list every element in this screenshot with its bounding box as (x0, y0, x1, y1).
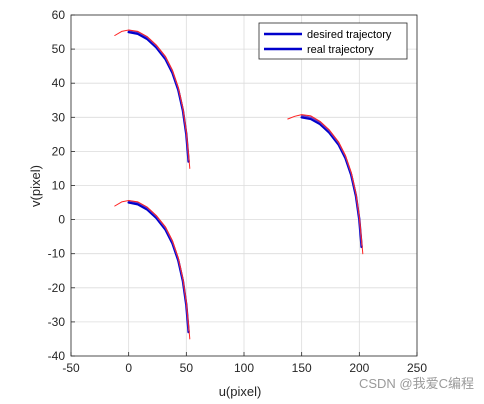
y-tick-label: 20 (52, 144, 66, 158)
y-ticks: -40 -30 -20 -10 0 10 20 30 40 50 60 (48, 8, 75, 363)
x-tick-label: 0 (125, 361, 132, 375)
watermark: CSDN @我爱C编程 (359, 376, 474, 391)
legend-label-real: real trajectory (307, 44, 374, 56)
y-tick-label: -30 (48, 315, 66, 329)
x-axis-label: u(pixel) (219, 384, 262, 399)
x-tick-label: 100 (234, 361, 254, 375)
y-tick-label: 50 (52, 42, 66, 56)
y-tick-label: 10 (52, 179, 66, 193)
y-tick-label: 0 (58, 213, 65, 227)
x-ticks: -50 0 50 100 150 200 250 (62, 352, 427, 375)
x-tick-label: 150 (292, 361, 312, 375)
x-tick-label: 200 (349, 361, 369, 375)
y-tick-label: 60 (52, 8, 66, 22)
y-axis-label: v(pixel) (28, 165, 43, 207)
legend-label-desired: desired trajectory (307, 29, 392, 41)
series-group (114, 29, 364, 340)
series-line-reference-3 (287, 114, 364, 255)
x-tick-label: 250 (407, 361, 427, 375)
series-line-reference-1 (114, 29, 191, 169)
y-tick-label: 40 (52, 76, 66, 90)
legend-box (258, 22, 408, 60)
y-tick-label: -10 (48, 247, 66, 261)
series-line-reference-2 (114, 200, 191, 340)
x-tick-label: -50 (62, 361, 80, 375)
y-tick-label: -40 (48, 349, 66, 363)
x-tick-label: 50 (180, 361, 194, 375)
y-tick-label: -20 (48, 281, 66, 295)
legend: desired trajectory real trajectory (258, 22, 408, 60)
y-tick-label: 30 (52, 110, 66, 124)
